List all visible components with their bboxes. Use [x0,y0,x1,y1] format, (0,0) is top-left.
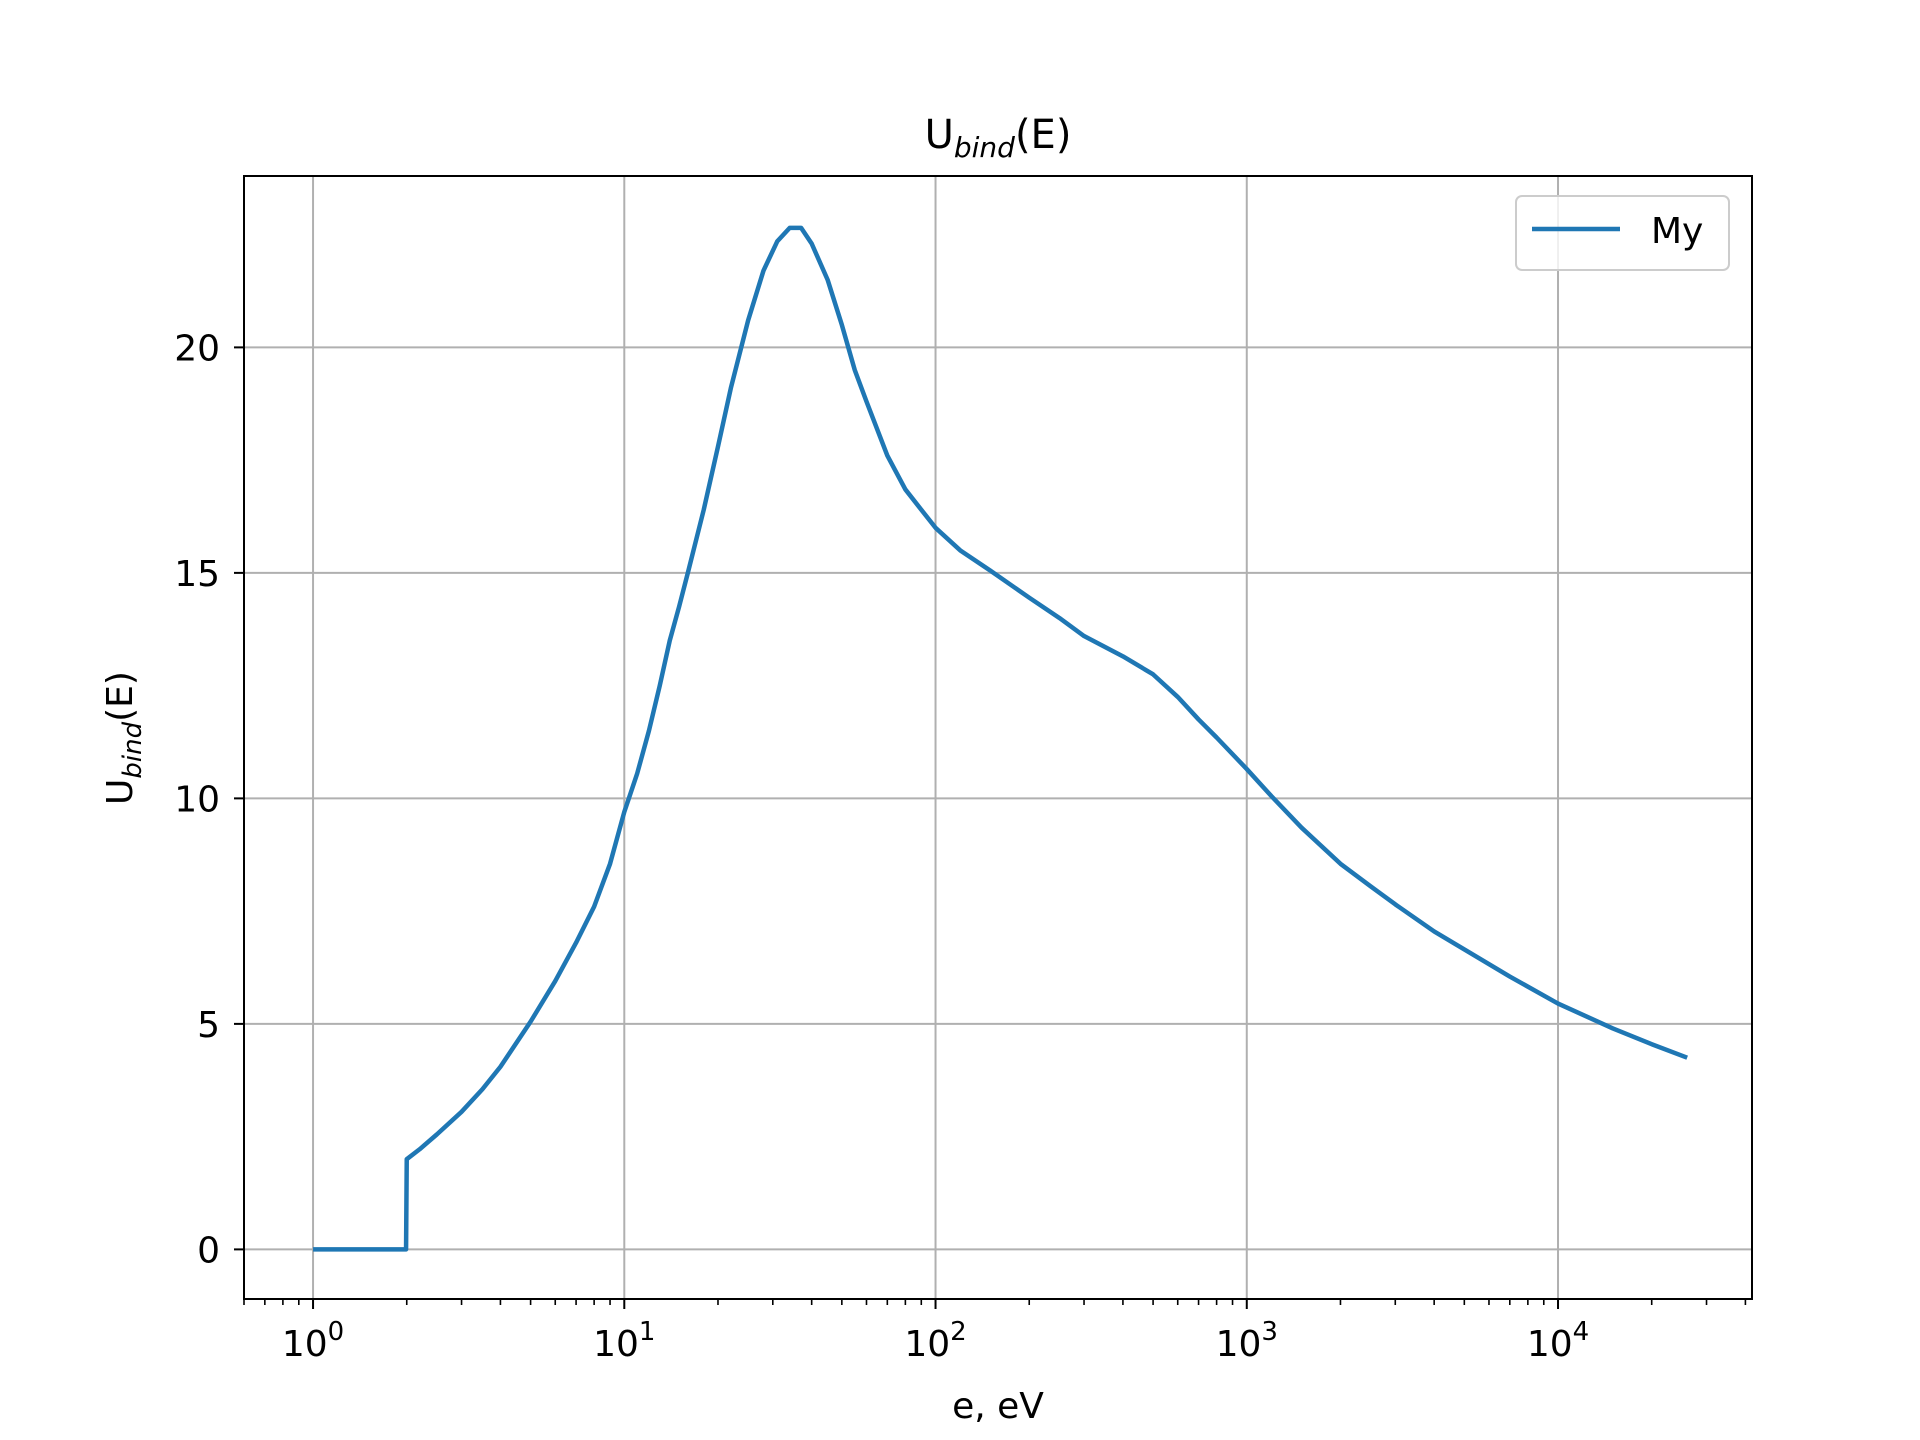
x-tick-label-exponent: 2 [950,1317,967,1347]
x-tick-label: 104 [1527,1317,1589,1365]
y-tick-label: 15 [174,554,220,595]
x-tick-label: 102 [904,1317,966,1365]
y-tick-label: 20 [174,328,220,369]
legend: My [1515,195,1730,271]
x-tick-label-exponent: 1 [639,1317,656,1347]
x-tick-label: 101 [593,1317,655,1365]
y-tick-label: 10 [174,779,220,820]
x-tick-label: 100 [282,1317,344,1365]
y-axis-label-main: U [100,779,141,805]
x-tick-label-base: 10 [593,1324,639,1365]
x-tick-label-base: 10 [1527,1324,1573,1365]
legend-label-my: My [1651,211,1703,252]
chart-title-subscript: bind [954,131,1015,164]
chart-title-main: U [925,112,954,158]
x-tick-label-exponent: 3 [1261,1317,1278,1347]
x-tick-label-exponent: 4 [1573,1317,1590,1347]
x-tick-label: 103 [1216,1317,1278,1365]
chart-title-suffix: (E) [1015,112,1071,158]
y-tick-label: 0 [197,1230,220,1271]
legend-box [1515,195,1730,271]
x-tick-label-base: 10 [904,1324,950,1365]
y-axis-label-suffix: (E) [100,671,141,722]
series-line-my [313,225,1688,1252]
x-tick-label-base: 10 [1216,1324,1262,1365]
x-axis-label: e, eV [952,1386,1044,1427]
y-axis-label: Ubind(E) [100,671,148,805]
x-tick-label-base: 10 [282,1324,328,1365]
grid-lines [244,176,1752,1299]
axes-frame [243,175,1753,1300]
chart-title: Ubind(E) [925,112,1072,164]
y-axis-label-subscript: bind [118,721,148,778]
series-layer [313,225,1688,1252]
y-tick-label: 5 [197,1005,220,1046]
x-tick-label-exponent: 0 [328,1317,345,1347]
